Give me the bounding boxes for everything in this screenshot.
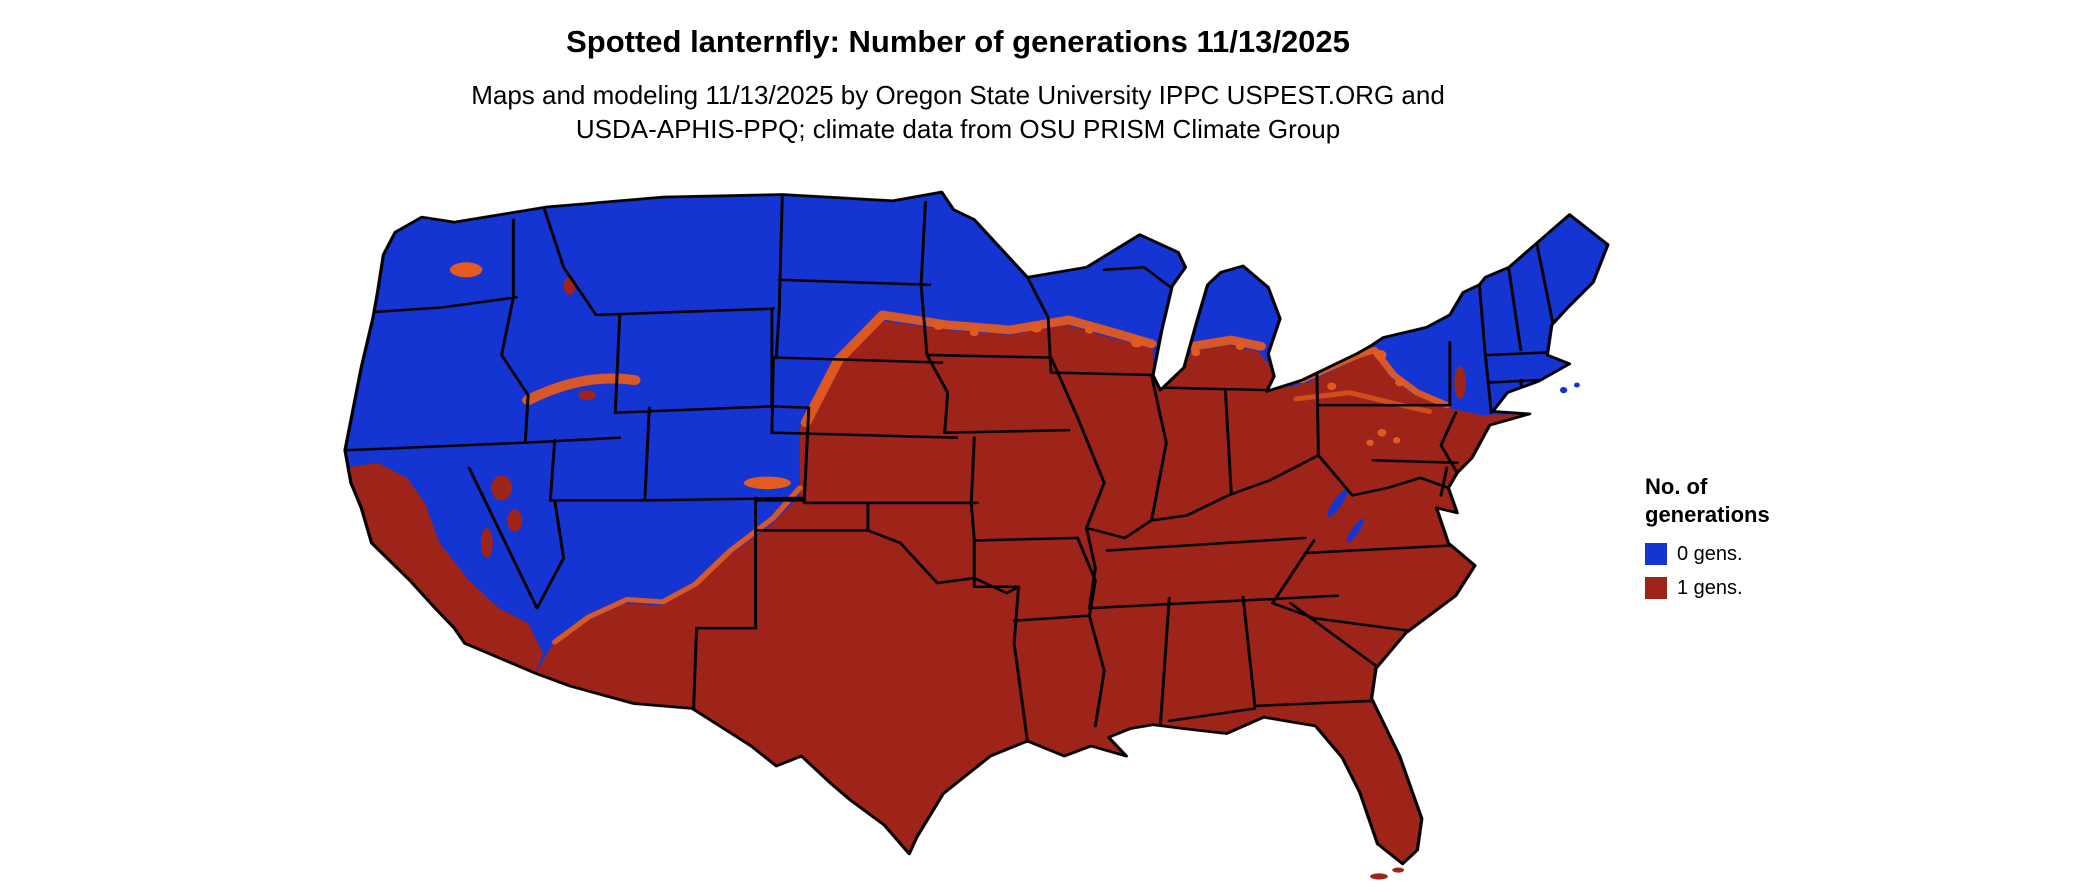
us-map-svg — [343, 190, 1610, 880]
legend-item-1-gens: 1 gens. — [1645, 575, 1770, 601]
subtitle-line-1: Maps and modeling 11/13/2025 by Oregon S… — [471, 80, 1445, 110]
subtitle-line-2: USDA-APHIS-PPQ; climate data from OSU PR… — [575, 114, 1341, 144]
florida-keys — [1370, 867, 1405, 880]
figure-title: Spotted lanternfly: Number of generation… — [566, 24, 1350, 59]
legend-item-0-gens: 0 gens. — [1645, 541, 1770, 567]
us-map — [280, 167, 1698, 892]
new-england-islands — [1559, 382, 1580, 394]
legend-title: No. of generations — [1645, 473, 1770, 529]
region-1-generation-pockets — [480, 277, 1467, 559]
legend: No. of generations 0 gens. 1 gens. — [1645, 473, 1770, 609]
region-1-generations-california — [344, 462, 543, 674]
legend-swatch-0-gens-icon — [1645, 543, 1667, 565]
region-0-generation-ridges — [1327, 488, 1365, 543]
legend-swatch-1-gens-icon — [1645, 577, 1667, 599]
legend-title-line-1: No. of — [1645, 474, 1708, 499]
state-borders — [344, 195, 1555, 743]
region-1-generations — [535, 319, 1530, 864]
figure-subtitle: Maps and modeling 11/13/2025 by Oregon S… — [0, 78, 1916, 146]
legend-label-1-gens: 1 gens. — [1677, 577, 1743, 599]
legend-title-line-2: generations — [1645, 502, 1770, 527]
transition-band — [522, 310, 1451, 645]
legend-label-0-gens: 0 gens. — [1677, 543, 1743, 565]
